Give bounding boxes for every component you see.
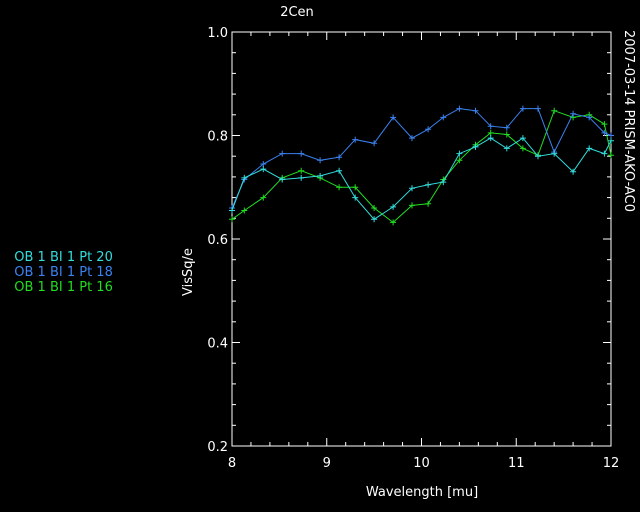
legend-label: OB 1 BI 1 Pt 20	[14, 250, 113, 265]
data-point	[586, 145, 593, 152]
series-line	[231, 137, 612, 220]
data-point	[535, 105, 541, 112]
data-point	[440, 114, 447, 121]
data-point	[608, 132, 614, 139]
series-line	[231, 110, 612, 224]
data-point	[551, 107, 558, 114]
run-label: 2007-03-14 PRISM-AKO-AC0	[621, 30, 636, 212]
y-tick-label: 0.8	[207, 130, 228, 145]
data-point	[229, 216, 235, 223]
y-tick-label: 1.0	[207, 26, 228, 41]
x-tick-label: 10	[413, 456, 430, 471]
data-point	[241, 207, 248, 214]
chart-title: 2Cen	[280, 5, 314, 20]
data-point	[371, 205, 378, 211]
data-point	[390, 114, 397, 121]
data-point	[390, 219, 397, 226]
data-point	[336, 154, 343, 161]
x-axis-label: Wavelength [mu]	[366, 485, 478, 500]
data-point	[519, 105, 526, 112]
x-tick-label: 8	[228, 456, 236, 471]
series-line	[231, 108, 612, 209]
legend-item-pt18: OB 1 BI 1 Pt 18	[6, 250, 113, 280]
data-point	[352, 194, 359, 201]
data-point	[586, 114, 593, 121]
x-tick-label: 11	[508, 456, 525, 471]
data-point	[317, 157, 324, 164]
x-tick-label: 9	[323, 456, 331, 471]
data-point	[487, 129, 494, 136]
data-point	[456, 150, 463, 157]
data-point	[519, 145, 526, 152]
legend-item-pt16: OB 1 BI 1 Pt 16	[6, 265, 113, 295]
x-tick-label: 12	[603, 456, 620, 471]
data-point	[279, 150, 286, 157]
y-axis-label: VisSq/e	[181, 248, 196, 296]
legend-label: OB 1 BI 1 Pt 16	[14, 280, 113, 295]
y-tick-label: 0.2	[207, 440, 228, 455]
data-point	[390, 203, 397, 210]
data-point	[279, 176, 286, 183]
data-point	[336, 167, 343, 174]
data-point	[371, 140, 378, 147]
data-point	[260, 166, 267, 173]
data-point	[425, 200, 432, 207]
data-point	[503, 124, 510, 131]
data-point	[440, 179, 447, 186]
data-point	[601, 150, 608, 157]
data-point	[503, 131, 510, 138]
data-point	[371, 216, 378, 223]
data-point	[260, 194, 267, 201]
data-point	[608, 152, 614, 159]
data-point	[456, 105, 463, 112]
y-tick-label: 0.6	[207, 233, 228, 248]
data-point	[298, 174, 305, 181]
data-point	[260, 161, 267, 167]
data-point	[317, 172, 324, 179]
data-point	[241, 174, 248, 181]
data-point	[409, 135, 415, 142]
data-series	[229, 105, 614, 226]
data-point	[519, 135, 526, 142]
data-point	[298, 167, 305, 174]
data-point	[472, 107, 479, 114]
plot-frame	[231, 31, 612, 447]
data-point	[456, 157, 463, 164]
data-point	[608, 137, 614, 144]
data-point	[472, 143, 479, 150]
legend-item-pt20: OB 1 BI 1 Pt 20	[6, 235, 113, 265]
axis-ticks: 8 9 10 11 12 0.2 0.4 0.6 0.8 1.0	[207, 26, 619, 471]
data-point	[487, 123, 494, 130]
data-point	[503, 145, 510, 152]
data-point	[601, 129, 608, 136]
data-point	[551, 150, 558, 157]
data-point	[229, 207, 235, 214]
data-point	[352, 184, 359, 191]
data-point	[425, 126, 432, 133]
data-point	[352, 136, 359, 143]
data-point	[409, 202, 415, 209]
data-point	[487, 135, 494, 142]
y-tick-label: 0.4	[207, 337, 228, 352]
data-point	[409, 185, 415, 192]
data-point	[570, 110, 577, 117]
data-point	[535, 153, 541, 160]
data-point	[570, 168, 577, 175]
data-point	[601, 121, 608, 128]
data-point	[425, 181, 432, 188]
legend-label: OB 1 BI 1 Pt 18	[14, 265, 113, 280]
data-point	[298, 150, 305, 157]
data-point	[336, 184, 343, 191]
